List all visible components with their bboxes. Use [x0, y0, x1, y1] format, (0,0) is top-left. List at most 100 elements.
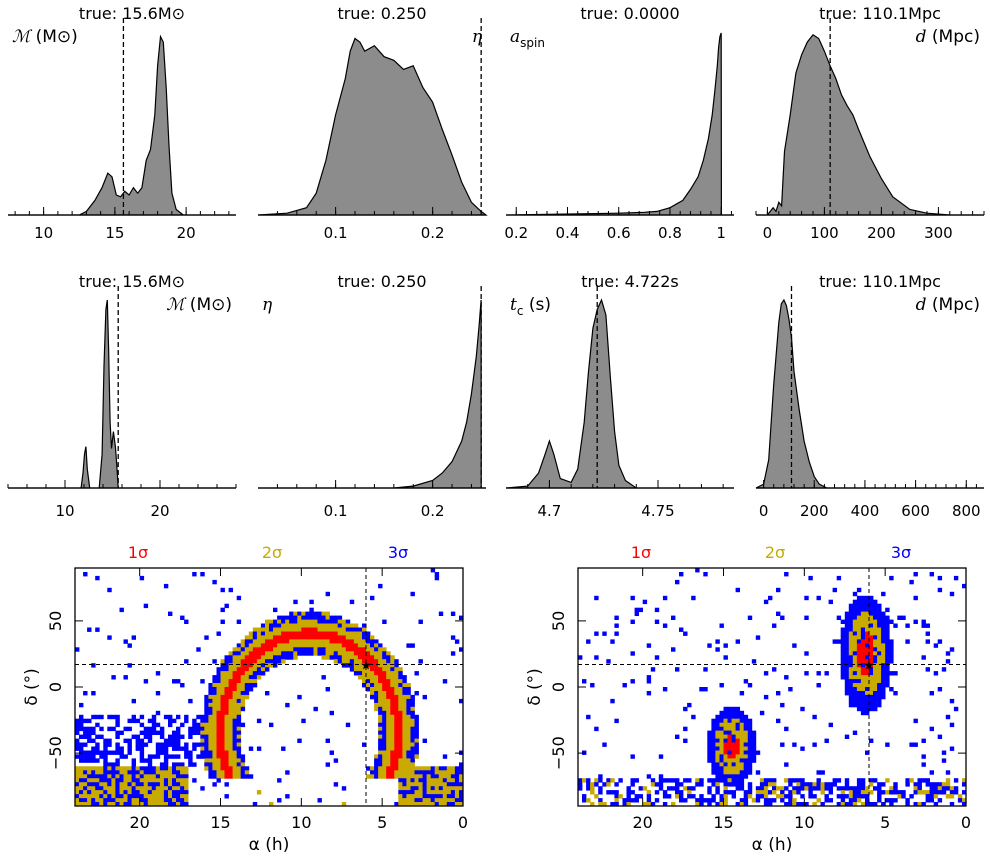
sky-cell — [824, 798, 829, 803]
sky-cell — [228, 730, 233, 735]
sky-cell — [739, 802, 745, 807]
sky-cell — [75, 722, 80, 728]
sky-cell — [719, 758, 724, 763]
sky-cell — [382, 683, 387, 688]
sky-cell — [691, 595, 696, 601]
sky-cell — [119, 746, 124, 751]
sky-cell — [79, 718, 84, 724]
y-axis-label: δ (°) — [525, 668, 545, 706]
sky-cell — [216, 750, 221, 755]
sky-cell — [658, 774, 664, 779]
sky-cell — [147, 778, 153, 783]
sky-cell — [184, 619, 189, 624]
sky-cell — [172, 718, 177, 724]
sky-cell — [91, 782, 96, 787]
sky-cell — [840, 631, 846, 636]
sky-cell — [578, 786, 583, 791]
sky-cell — [228, 718, 233, 724]
sky-cell — [446, 794, 452, 799]
sky-cell — [240, 754, 246, 759]
sky-cell — [394, 694, 399, 700]
sky-cell — [180, 734, 185, 739]
sky-cell — [406, 714, 411, 720]
sky-cell — [869, 619, 874, 624]
sky-cell — [869, 782, 874, 787]
sky-cell — [586, 778, 591, 783]
sky-cell — [143, 782, 149, 787]
sky-cell — [634, 778, 639, 783]
sky-cell — [240, 687, 246, 692]
sky-cell — [772, 623, 777, 628]
sky-cell — [962, 782, 967, 787]
sky-cell — [220, 734, 225, 739]
sky-cell — [374, 671, 379, 676]
sky-cell — [208, 742, 213, 747]
sky-cell — [87, 794, 92, 799]
sky-cell — [244, 667, 250, 672]
sky-cell — [430, 786, 436, 791]
sky-cell — [325, 655, 330, 660]
sky-cell — [390, 726, 395, 732]
sky-cell — [630, 595, 635, 601]
sky-cell — [707, 738, 712, 743]
sky-cell — [414, 750, 419, 755]
sky-cell — [212, 702, 217, 708]
sky-cell — [865, 599, 870, 605]
sky-cell — [414, 722, 419, 728]
sky-cell — [739, 714, 745, 720]
sky-cell — [715, 754, 720, 759]
sky-cell — [812, 714, 817, 720]
sky-cell — [107, 786, 112, 791]
sky-cell — [414, 774, 419, 779]
sky-cell — [374, 698, 379, 704]
sky-cell — [873, 663, 878, 668]
sky-cell — [394, 726, 399, 732]
sky-cell — [707, 798, 712, 803]
sky-cell — [715, 774, 720, 779]
sky-cell — [804, 782, 809, 787]
sky-cell — [236, 714, 242, 720]
sky-cell — [127, 742, 132, 747]
sky-cell — [196, 726, 201, 732]
sky-cell — [333, 643, 339, 648]
sky-cell — [321, 651, 326, 656]
sky-cell — [374, 683, 379, 688]
sky-cell — [865, 643, 870, 648]
sky-cell — [382, 750, 387, 755]
legend-1-sigma: 1σ — [128, 543, 148, 562]
sky-cell — [869, 635, 874, 640]
sky-cell — [679, 790, 684, 795]
sky-cell — [913, 718, 918, 724]
sky-cell — [75, 786, 80, 791]
tick-label: 0.8 — [658, 224, 682, 242]
sky-cell — [755, 790, 761, 795]
sky-cell — [869, 706, 874, 712]
sky-cell — [848, 679, 854, 684]
sky-cell — [374, 694, 379, 700]
sky-cell — [305, 647, 310, 652]
sky-cell — [95, 758, 100, 763]
sky-cell — [917, 786, 922, 791]
sky-cell — [418, 782, 423, 787]
sky-cell — [75, 738, 80, 743]
sky-cell — [386, 722, 391, 728]
sky-cell — [362, 655, 367, 660]
sky-cell — [208, 691, 213, 696]
sky-cell — [176, 770, 181, 775]
sky-cell — [873, 635, 878, 640]
sky-cell — [91, 754, 96, 759]
sky-cell — [220, 710, 225, 716]
sky-cell — [925, 790, 930, 795]
sky-cell — [277, 639, 282, 644]
sky-cell — [362, 635, 367, 640]
sky-cell — [390, 710, 395, 716]
sky-cell — [881, 651, 886, 656]
sky-cell — [727, 706, 732, 712]
sky-cell — [731, 750, 736, 755]
sky-cell — [719, 766, 724, 771]
sky-cell — [630, 651, 635, 656]
sky-cell — [626, 794, 631, 799]
sky-cell — [865, 607, 870, 613]
sky-cell — [184, 786, 189, 791]
sky-cell — [582, 679, 587, 684]
